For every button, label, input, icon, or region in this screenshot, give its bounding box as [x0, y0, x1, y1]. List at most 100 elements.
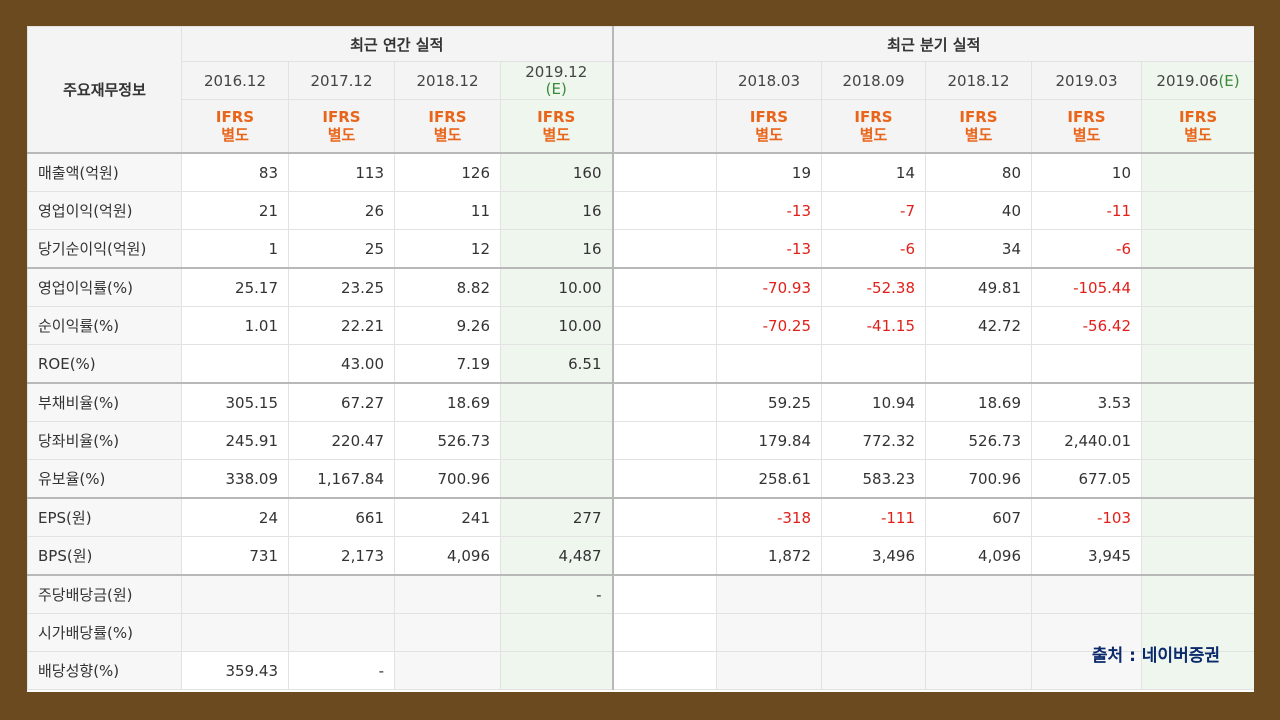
source-caption: 출처 : 네이버증권	[1091, 646, 1220, 666]
quarter-value-cell	[821, 613, 926, 652]
annual-value-cell: 1.01	[181, 306, 289, 345]
quarter-value-cell: -70.93	[716, 267, 822, 307]
ifrs-label: IFRS	[537, 108, 576, 126]
quarter-value-cell: 10	[1031, 152, 1142, 192]
quarter-value-cell	[1140, 651, 1254, 690]
annual-value-cell: 359.43	[181, 651, 289, 690]
quarter-value-cell: 40	[925, 191, 1032, 230]
row-label: 당좌비율(%)	[27, 421, 182, 460]
row-label: 영업이익(억원)	[27, 191, 182, 230]
quarter-ifrs-header: IFRS 별도	[821, 99, 926, 154]
annual-value-cell: 7.19	[394, 344, 501, 384]
annual-ifrs-header: IFRS 별도	[394, 99, 501, 154]
row-label: 시가배당률(%)	[27, 613, 182, 652]
annual-period-header: 2019.12 (E)	[500, 61, 613, 100]
quarter-value-cell: -7	[821, 191, 926, 230]
gap-cell	[611, 229, 717, 269]
period-label: 2019.06	[1156, 71, 1219, 90]
row-label: 순이익률(%)	[27, 306, 182, 345]
annual-value-cell	[500, 459, 613, 499]
period-label: 2019.03	[1055, 71, 1118, 90]
annual-value-cell: 4,096	[394, 536, 501, 576]
annual-value-cell: 338.09	[181, 459, 289, 499]
quarter-value-cell	[716, 344, 822, 384]
quarter-value-cell	[1140, 459, 1254, 499]
table-row: BPS(원) 731 2,173 4,096 4,487 1,872 3,496 4,096 3…	[27, 536, 1254, 576]
annual-value-cell: 731	[181, 536, 289, 576]
separate-label: 별도	[755, 126, 783, 144]
quarter-value-cell: 526.73	[925, 421, 1032, 460]
quarter-value-cell: -70.25	[716, 306, 822, 345]
table-row: ROE(%) 43.00 7.19 6.51	[27, 344, 1254, 384]
quarter-value-cell	[1031, 574, 1142, 614]
annual-value-cell	[500, 382, 613, 422]
quarter-value-cell	[716, 574, 822, 614]
annual-value-cell	[500, 651, 613, 690]
quarter-value-cell: -111	[821, 497, 926, 537]
row-label: 유보율(%)	[27, 459, 182, 499]
table-corner-label: 주요재무정보	[27, 26, 182, 154]
table-row: 배당성향(%) 359.43-	[27, 651, 1254, 690]
quarter-value-cell: -105.44	[1031, 267, 1142, 307]
separate-label: 별도	[542, 126, 571, 144]
annual-value-cell: 83	[181, 152, 289, 192]
ifrs-label: IFRS	[854, 108, 893, 126]
separate-label: 별도	[859, 126, 888, 144]
gap-cell	[611, 613, 717, 652]
separate-label: 별도	[327, 126, 356, 144]
separate-label: 별도	[964, 126, 993, 144]
row-label: 배당성향(%)	[27, 651, 182, 690]
table-row: 부채비율(%) 305.15 67.27 18.69 59.25 10.94 18.69 3.…	[27, 382, 1254, 422]
annual-ifrs-header: IFRS 별도	[288, 99, 395, 154]
annual-value-cell: 700.96	[394, 459, 501, 499]
period-label: 2018.09	[842, 71, 905, 90]
quarter-value-cell: 3,945	[1031, 536, 1142, 576]
quarter-value-cell	[1140, 421, 1254, 460]
row-label: 당기순이익(억원)	[27, 229, 182, 269]
quarter-value-cell: -318	[716, 497, 822, 537]
table-row: 주당배당금(원) -	[27, 574, 1254, 614]
period-label: 2018.12	[947, 71, 1010, 90]
row-label: BPS(원)	[27, 536, 182, 576]
annual-value-cell	[288, 574, 395, 614]
annual-value-cell: 10.00	[500, 267, 613, 307]
annual-value-cell	[394, 574, 501, 614]
quarter-value-cell: -103	[1031, 497, 1142, 537]
gap-cell	[611, 497, 717, 537]
annual-value-cell: 1,167.84	[288, 459, 395, 499]
quarter-value-cell: 700.96	[925, 459, 1032, 499]
table-row: 순이익률(%) 1.01 22.21 9.26 10.00 -70.25 -41.15 42.…	[27, 306, 1254, 345]
annual-value-cell: 10.00	[500, 306, 613, 345]
quarter-value-cell: 583.23	[821, 459, 926, 499]
annual-value-cell: 25	[288, 229, 395, 269]
separate-label: 별도	[1072, 126, 1101, 144]
quarter-value-cell	[1140, 497, 1254, 537]
annual-period-header: 2017.12	[288, 61, 395, 100]
ifrs-label: IFRS	[1067, 108, 1106, 126]
row-label: EPS(원)	[27, 497, 182, 537]
quarter-value-cell	[925, 574, 1032, 614]
quarter-period-header: 2018.03	[716, 61, 822, 100]
annual-value-cell: 18.69	[394, 382, 501, 422]
row-label: ROE(%)	[27, 344, 182, 384]
gap-cell	[611, 574, 717, 614]
annual-value-cell: 16	[500, 191, 613, 230]
ifrs-label: IFRS	[428, 108, 467, 126]
quarter-value-cell	[1140, 344, 1254, 384]
quarter-ifrs-header: IFRS 별도	[1140, 99, 1254, 154]
quarter-value-cell: 179.84	[716, 421, 822, 460]
gap-cell	[611, 152, 717, 192]
separate-label: 별도	[1184, 126, 1212, 144]
gap-cell	[611, 459, 717, 499]
annual-value-cell	[500, 421, 613, 460]
quarter-period-header: 2018.12	[925, 61, 1032, 100]
quarter-value-cell: 42.72	[925, 306, 1032, 345]
period-label: 2018.12	[416, 71, 479, 90]
quarter-value-cell: 80	[925, 152, 1032, 192]
annual-value-cell: 4,487	[500, 536, 613, 576]
quarter-value-cell	[1140, 229, 1254, 269]
quarter-value-cell: 10.94	[821, 382, 926, 422]
annual-value-cell: 8.82	[394, 267, 501, 307]
annual-value-cell: 22.21	[288, 306, 395, 345]
row-label: 매출액(억원)	[27, 152, 182, 192]
